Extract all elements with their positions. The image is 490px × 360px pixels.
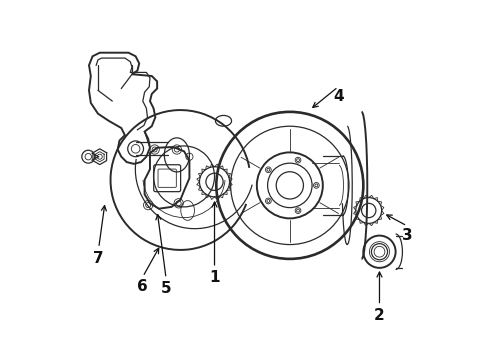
Text: 3: 3 xyxy=(402,229,413,243)
Text: 5: 5 xyxy=(161,281,171,296)
Circle shape xyxy=(266,198,271,204)
Circle shape xyxy=(295,208,301,213)
Circle shape xyxy=(295,157,301,163)
Text: 4: 4 xyxy=(333,89,343,104)
Text: 6: 6 xyxy=(137,279,148,294)
Text: 1: 1 xyxy=(209,270,220,285)
Text: 2: 2 xyxy=(374,308,385,323)
Circle shape xyxy=(266,167,271,173)
Text: 7: 7 xyxy=(94,251,104,266)
Circle shape xyxy=(314,183,319,188)
